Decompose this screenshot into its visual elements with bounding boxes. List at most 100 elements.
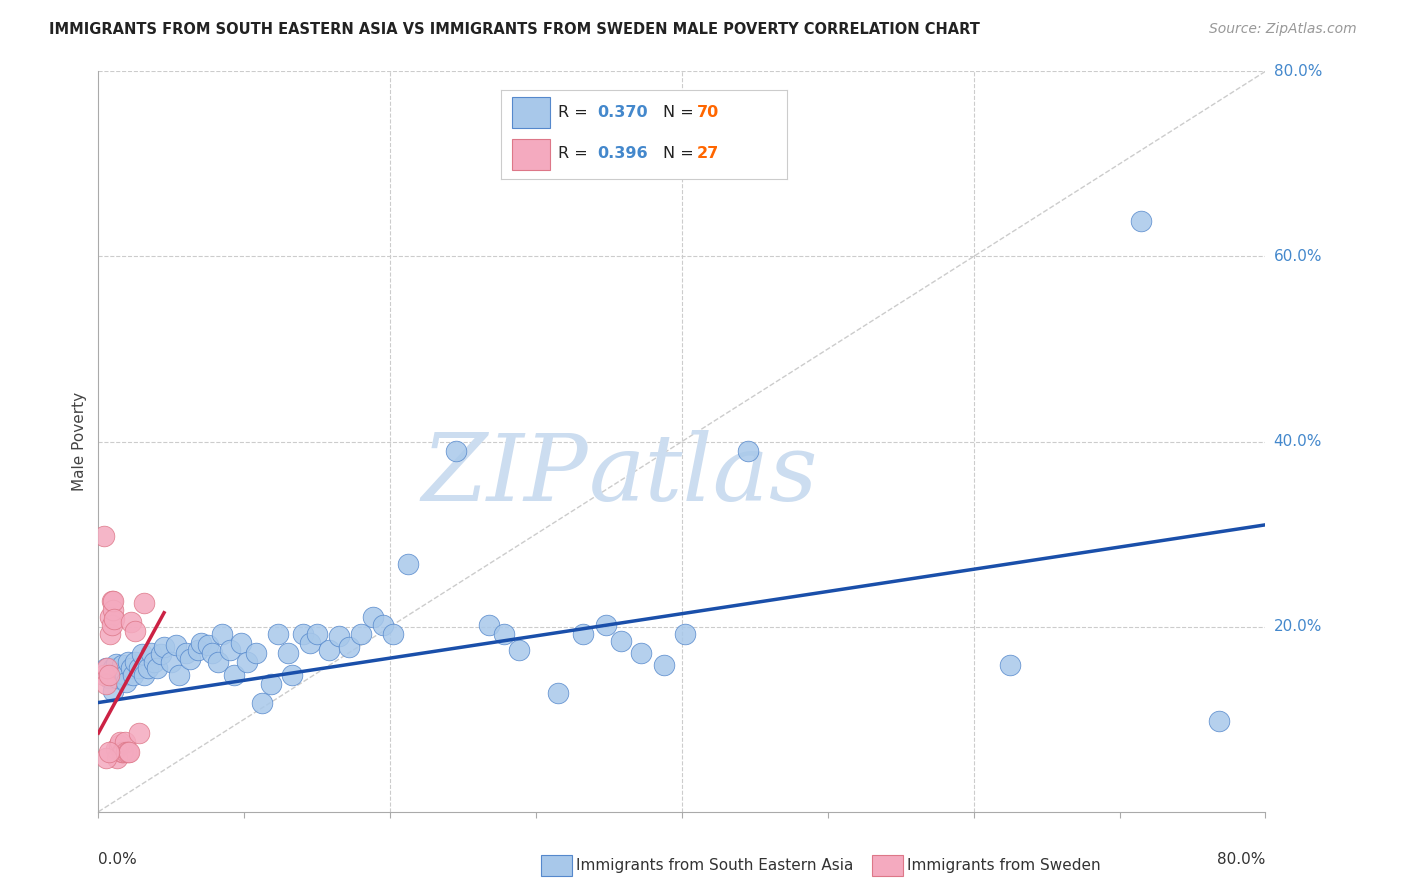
Point	[146, 661, 169, 675]
Point	[104, 741, 127, 756]
Point	[93, 667, 115, 681]
Point	[104, 657, 127, 671]
Point	[197, 638, 219, 652]
Point	[124, 624, 146, 639]
Point	[117, 745, 139, 759]
Text: ZIP: ZIP	[422, 430, 589, 520]
Point	[630, 646, 652, 660]
Point	[508, 642, 530, 657]
Point	[111, 745, 134, 759]
Point	[654, 658, 676, 673]
Point	[117, 655, 139, 669]
Text: Source: ZipAtlas.com: Source: ZipAtlas.com	[1209, 22, 1357, 37]
Point	[120, 661, 142, 675]
Point	[396, 557, 419, 571]
Point	[174, 646, 197, 660]
Point	[101, 684, 124, 698]
Point	[110, 735, 132, 749]
Point	[115, 675, 138, 690]
Point	[120, 615, 142, 629]
Text: 0.0%: 0.0%	[98, 853, 138, 867]
Point	[307, 627, 329, 641]
Point	[132, 667, 155, 681]
Point	[122, 667, 145, 681]
Point	[105, 671, 128, 685]
Text: Immigrants from South Eastern Asia: Immigrants from South Eastern Asia	[576, 858, 853, 872]
Point	[150, 648, 173, 662]
Point	[101, 661, 124, 675]
Point	[236, 655, 259, 669]
Point	[478, 617, 501, 632]
Point	[124, 655, 146, 669]
Text: 80.0%: 80.0%	[1274, 64, 1322, 78]
Point	[737, 443, 759, 458]
Point	[361, 610, 384, 624]
Point	[94, 677, 117, 691]
Point	[259, 677, 281, 691]
Point	[100, 617, 122, 632]
Point	[97, 671, 120, 685]
Point	[128, 726, 150, 740]
Point	[298, 636, 321, 650]
Text: 40.0%: 40.0%	[1274, 434, 1322, 449]
Point	[673, 627, 696, 641]
Point	[444, 443, 467, 458]
Point	[97, 667, 120, 681]
Point	[101, 593, 124, 607]
Point	[231, 636, 253, 650]
Point	[101, 603, 124, 617]
Point	[187, 642, 209, 657]
Point	[211, 627, 233, 641]
Point	[112, 745, 135, 759]
Text: 60.0%: 60.0%	[1274, 249, 1322, 264]
Point	[111, 658, 134, 673]
Point	[1130, 214, 1153, 228]
Point	[118, 745, 141, 759]
Text: 80.0%: 80.0%	[1218, 853, 1265, 867]
Point	[571, 627, 593, 641]
Point	[103, 612, 125, 626]
Point	[115, 745, 138, 759]
Point	[98, 610, 121, 624]
Point	[153, 640, 176, 654]
Point	[492, 627, 515, 641]
Point	[291, 627, 314, 641]
Point	[998, 658, 1021, 673]
Point	[281, 667, 304, 681]
Text: atlas: atlas	[589, 430, 818, 520]
Text: IMMIGRANTS FROM SOUTH EASTERN ASIA VS IMMIGRANTS FROM SWEDEN MALE POVERTY CORREL: IMMIGRANTS FROM SOUTH EASTERN ASIA VS IM…	[49, 22, 980, 37]
Point	[595, 617, 617, 632]
Point	[382, 627, 405, 641]
Point	[96, 661, 118, 675]
Point	[337, 640, 360, 654]
Y-axis label: Male Poverty: Male Poverty	[72, 392, 87, 491]
Point	[160, 655, 183, 669]
Point	[245, 646, 267, 660]
Point	[167, 667, 190, 681]
Point	[207, 655, 229, 669]
Point	[250, 696, 273, 710]
Point	[132, 597, 155, 611]
Point	[547, 686, 569, 700]
Point	[1208, 714, 1230, 728]
Point	[128, 661, 150, 675]
Point	[98, 627, 121, 641]
Point	[94, 661, 117, 675]
Point	[108, 665, 131, 680]
Point	[114, 667, 136, 681]
Point	[165, 638, 187, 652]
Point	[190, 636, 212, 650]
Point	[218, 642, 240, 657]
Point	[267, 627, 290, 641]
Point	[97, 745, 120, 759]
Point	[277, 646, 299, 660]
Point	[201, 646, 224, 660]
Point	[94, 751, 117, 765]
Point	[609, 633, 631, 648]
Point	[222, 667, 245, 681]
Point	[131, 648, 153, 662]
Text: Immigrants from Sweden: Immigrants from Sweden	[907, 858, 1101, 872]
Point	[350, 627, 373, 641]
Point	[328, 629, 350, 643]
Point	[108, 738, 131, 752]
